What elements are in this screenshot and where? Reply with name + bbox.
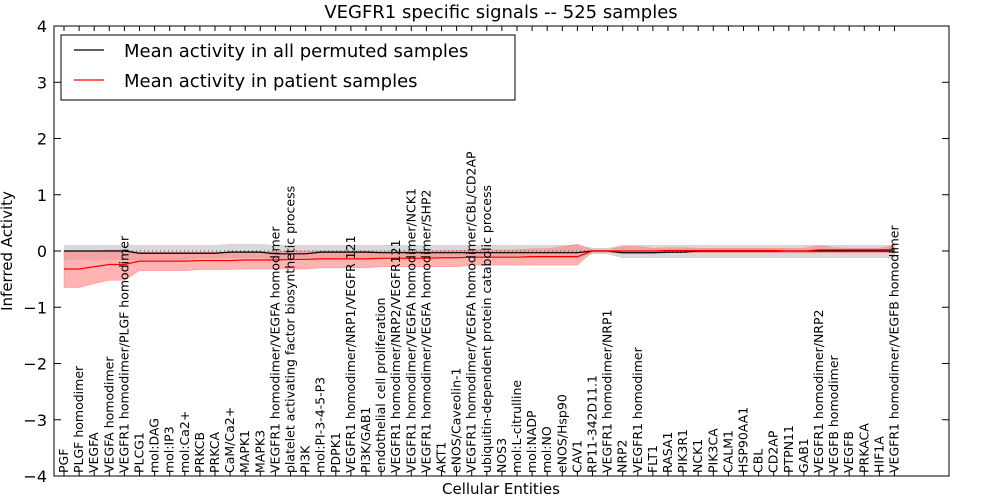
x-tick-label: VEGFR1 homodimer/VEGFB homodimer xyxy=(887,225,902,473)
x-tick-label: VEGFR1 homodimer/NRP1/VEGFR 121 xyxy=(343,235,358,473)
y-axis: 4 3 2 1 0 −1 −2 −3 −4 xyxy=(23,17,949,486)
x-tick-label: VEGFA homodimer xyxy=(101,356,116,473)
x-tick-label: HIF1A xyxy=(871,436,886,473)
y-tick-label: −1 xyxy=(23,298,47,317)
x-axis-label: Cellular Entities xyxy=(442,480,560,498)
x-tick-label: PRKCB xyxy=(192,432,207,473)
x-tick-label: endothelial cell proliferation xyxy=(373,298,388,473)
x-tick-label: MAPK3 xyxy=(252,430,267,473)
x-tick-label: RASA1 xyxy=(660,432,675,473)
x-tick-label: PLCG1 xyxy=(132,432,147,473)
y-tick-label: −4 xyxy=(23,467,47,486)
x-tick-label: mol:NADP xyxy=(524,410,539,473)
x-tick-label: VEGFR1 homodimer/VEGFA homodimer/CBL/CD2… xyxy=(464,151,479,473)
x-tick-label: CD2AP xyxy=(766,430,781,473)
x-tick-label: VEGFB homodimer xyxy=(826,354,841,473)
x-tick-label: AKT1 xyxy=(434,442,449,473)
x-axis: PGF PLGF homodimer VEGFA VEGFA homodimer VEG… xyxy=(56,26,902,476)
x-tick-label: NOS3 xyxy=(494,438,509,473)
legend-label-permuted: Mean activity in all permuted samples xyxy=(124,41,468,62)
chart-title: VEGFR1 specific signals -- 525 samples xyxy=(324,2,677,23)
x-tick-label: VEGFR1 homodimer/PLGF homodimer xyxy=(116,235,131,473)
x-tick-label: PTPN11 xyxy=(781,425,796,473)
x-tick-label: VEGFA xyxy=(86,432,101,473)
x-tick-label: VEGFR1 homodimer/NRP2 xyxy=(811,310,826,473)
x-tick-label: FLT1 xyxy=(645,445,660,473)
x-tick-label: NCK1 xyxy=(690,439,705,473)
x-tick-label: MAPK1 xyxy=(237,430,252,473)
x-tick-label: CaM/Ca2+ xyxy=(222,407,237,473)
x-tick-label: PIK3CA xyxy=(705,428,720,473)
series-lines xyxy=(64,248,895,270)
x-tick-label: PGF xyxy=(56,449,71,473)
x-tick-label: mol:Ca2+ xyxy=(177,411,192,473)
x-tick-label: PDPK1 xyxy=(328,432,343,473)
x-tick-label: PRKCA xyxy=(207,432,222,473)
y-tick-label: 1 xyxy=(37,186,47,205)
y-tick-label: −2 xyxy=(23,355,47,374)
x-tick-label: GAB1 xyxy=(796,438,811,473)
series-line-1 xyxy=(64,248,895,270)
y-tick-label: 2 xyxy=(37,130,47,149)
x-tick-label: CAV1 xyxy=(569,440,584,473)
x-tick-label: PIK3R1 xyxy=(675,429,690,473)
x-tick-label: VEGFB xyxy=(841,431,856,473)
x-tick-label: VEGFR1 homodimer/VEGFA homodimer/SHP2 xyxy=(418,189,433,473)
x-tick-label: mol:DAG xyxy=(147,418,162,473)
y-tick-label: 3 xyxy=(37,73,47,92)
legend-label-patient: Mean activity in patient samples xyxy=(124,71,418,92)
y-tick-label: 4 xyxy=(37,17,47,36)
x-tick-label: eNOS/Caveolin-1 xyxy=(449,368,464,473)
y-tick-label: 0 xyxy=(37,242,47,261)
series-band-1 xyxy=(63,243,895,288)
x-tick-label: VEGFR1 homodimer/VEGFA homodimer xyxy=(267,226,282,473)
x-tick-label: VEGFR1 homodimer/NRP2/VEGFR121 xyxy=(388,239,403,473)
x-tick-label: mol:PI-3-4-5-P3 xyxy=(313,377,328,473)
x-tick-label: PRKACA xyxy=(856,423,871,473)
x-tick-label: RP11-342D11.1 xyxy=(585,375,600,473)
legend: Mean activity in all permuted samples Me… xyxy=(60,34,516,101)
x-tick-label: mol:L-citrulline xyxy=(509,380,524,473)
x-tick-label: eNOS/Hsp90 xyxy=(554,394,569,473)
x-tick-label: PLGF homodimer xyxy=(71,365,86,473)
x-tick-label: VEGFR1 homodimer xyxy=(630,346,645,473)
x-tick-label: platelet activating factor biosynthetic … xyxy=(283,186,298,473)
x-tick-label: VEGFR1 homodimer/VEGFA homodimer/NCK1 xyxy=(403,188,418,473)
x-tick-label: NRP2 xyxy=(615,439,630,473)
x-tick-label: mol:IP3 xyxy=(162,426,177,473)
x-tick-label: HSP90AA1 xyxy=(736,407,751,473)
x-tick-label: PI3K/GAB1 xyxy=(358,407,373,473)
y-axis-label: Inferred Activity xyxy=(0,191,16,311)
x-tick-label: PI3K xyxy=(298,445,313,473)
x-tick-label: mol:NO xyxy=(539,426,554,473)
x-tick-label: CBL xyxy=(751,449,766,473)
legend-box xyxy=(60,34,516,101)
x-tick-label: CALM1 xyxy=(720,430,735,473)
x-tick-label: VEGFR1 homodimer/NRP1 xyxy=(600,310,615,473)
y-tick-label: −3 xyxy=(23,411,47,430)
x-tick-label: ubiquitin-dependent protein catabolic pr… xyxy=(479,185,494,473)
